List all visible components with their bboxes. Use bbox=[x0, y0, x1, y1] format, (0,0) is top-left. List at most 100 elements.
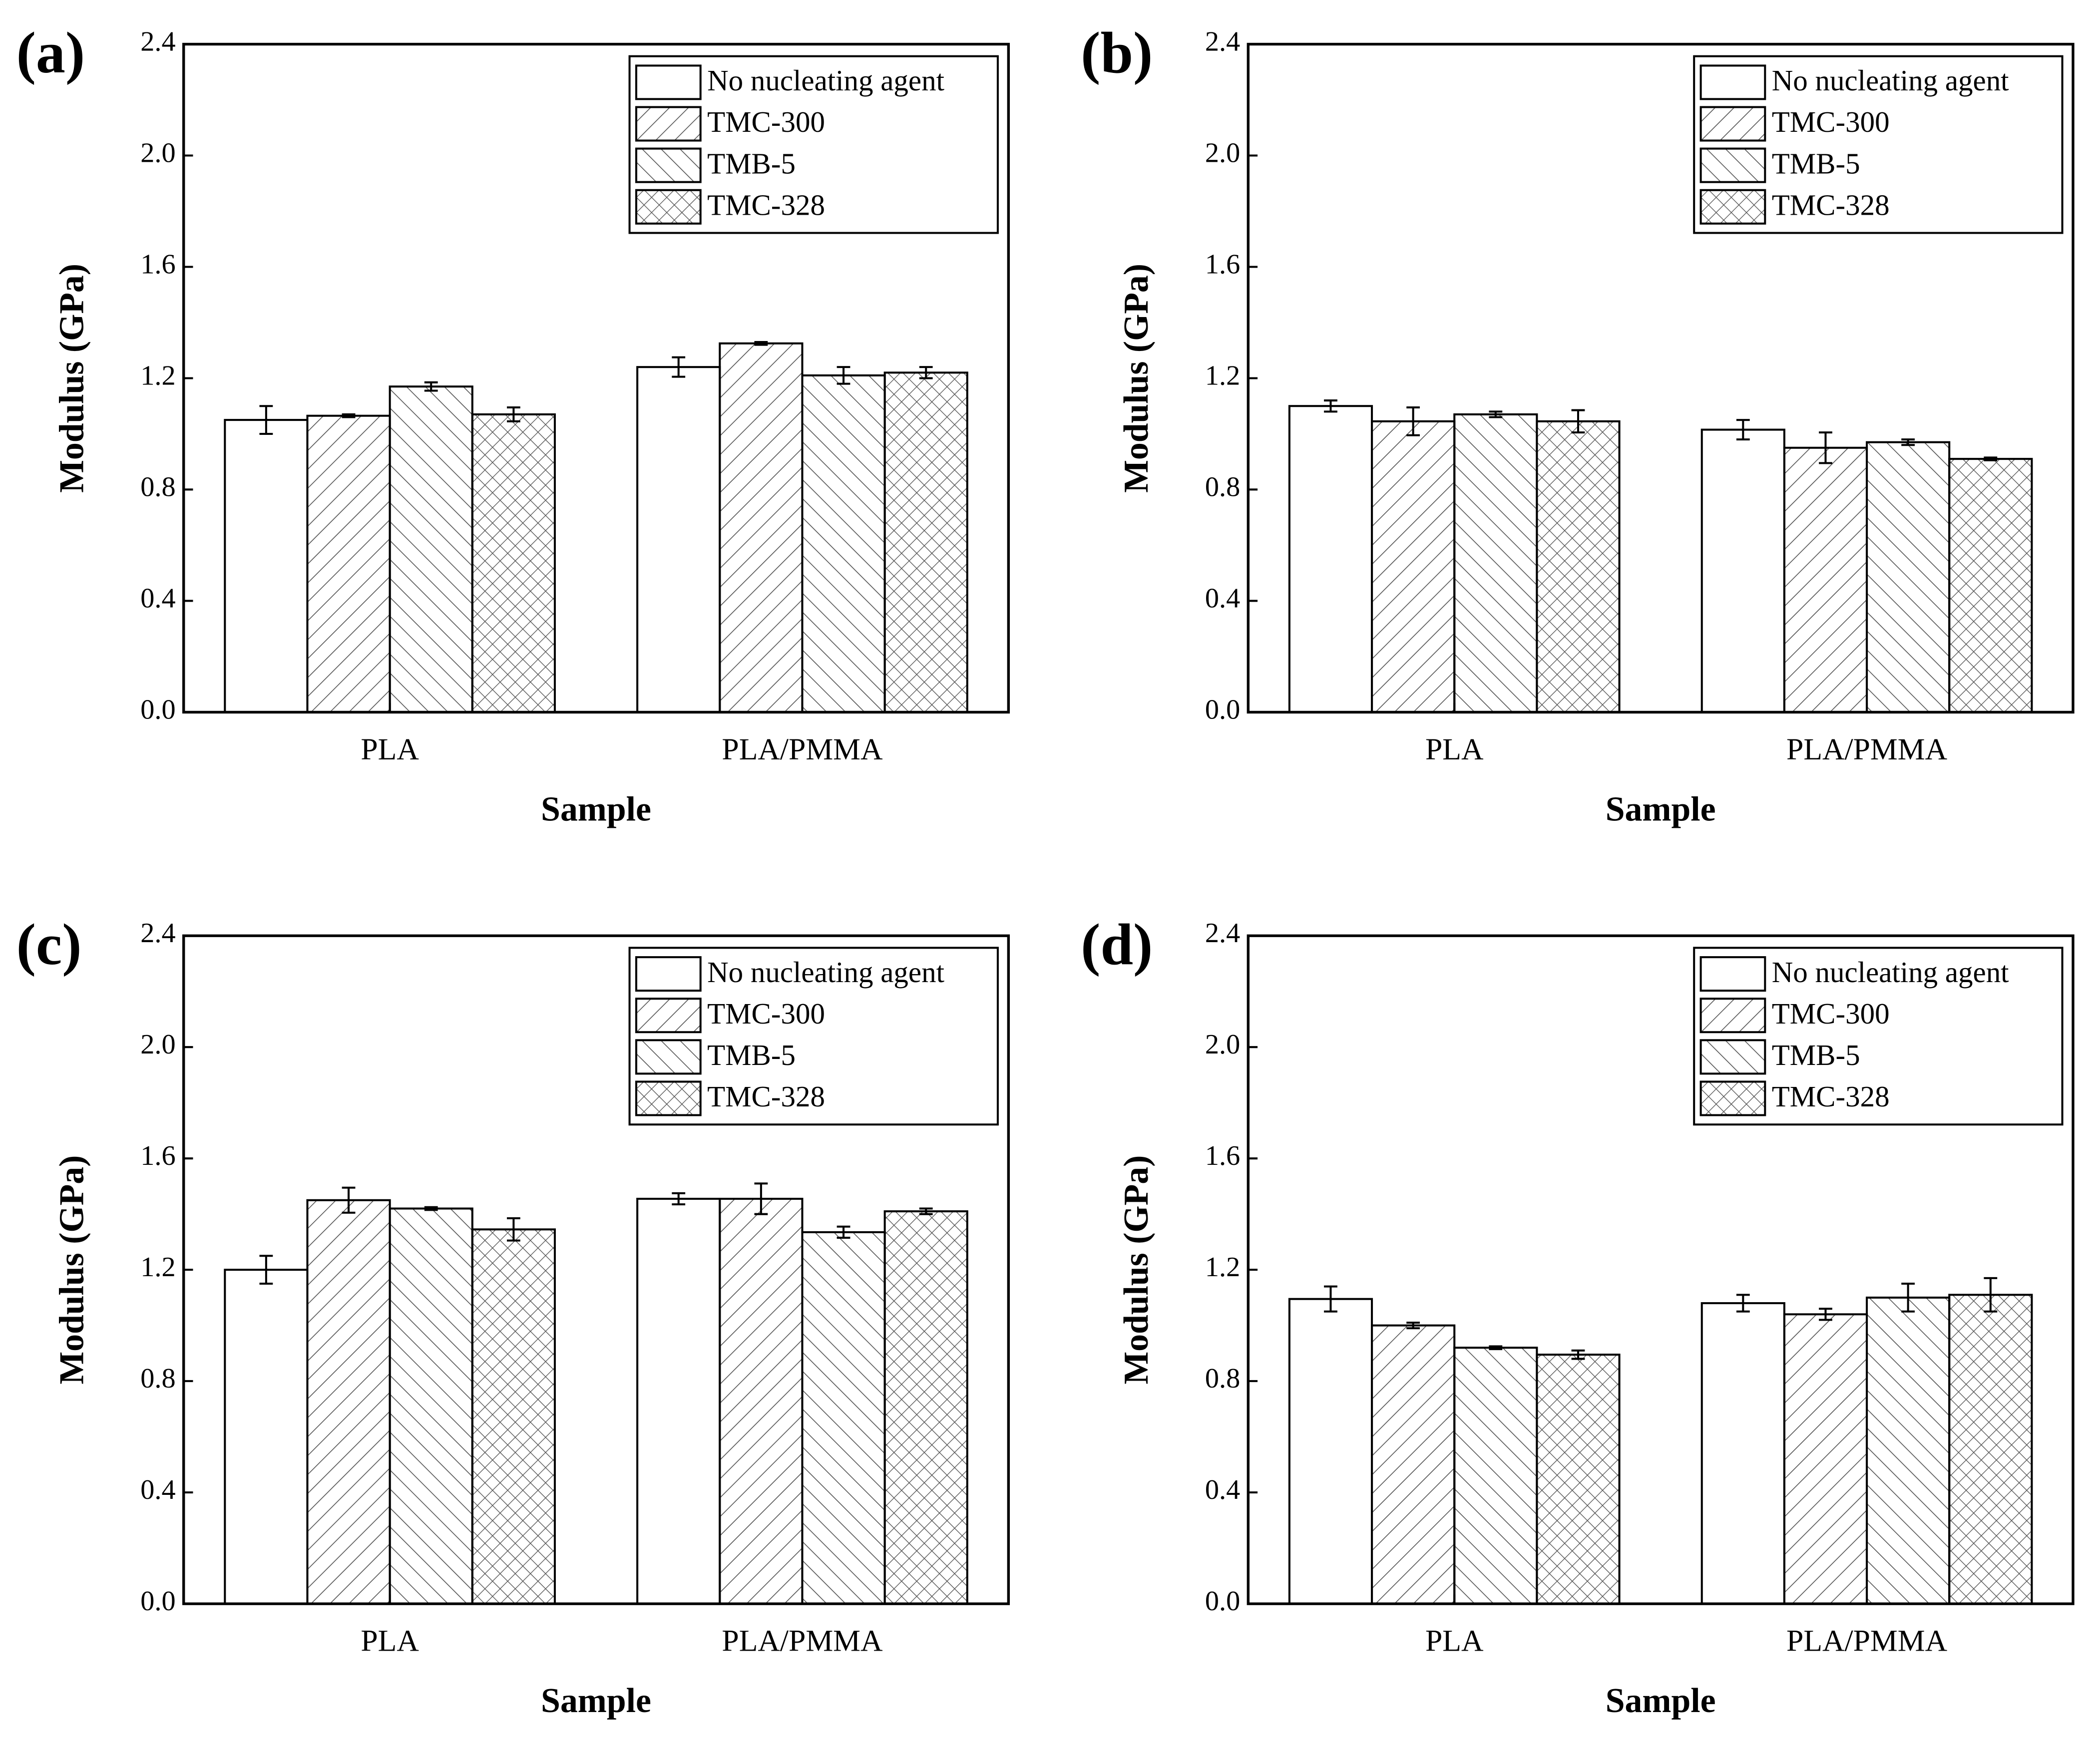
bar bbox=[883, 1210, 968, 1605]
bar bbox=[883, 371, 968, 713]
legend-swatch bbox=[1699, 189, 1766, 225]
y-tick-label: 0.0 bbox=[1205, 694, 1240, 725]
error-bar bbox=[754, 1182, 768, 1215]
y-axis-title: Modulus (GPa) bbox=[53, 1155, 91, 1385]
legend-label: TMC-328 bbox=[1772, 1080, 1890, 1113]
error-bar bbox=[1406, 406, 1420, 436]
error-bar bbox=[1984, 1277, 1998, 1313]
plot-frame bbox=[1247, 42, 2075, 714]
panel: (b) 0.0 0.4 0.8 1.2 1.6 2.0 2.4 Modulus (GPa) Sam… bbox=[1081, 20, 2075, 829]
bar bbox=[1700, 1302, 1785, 1605]
error-bar bbox=[1324, 399, 1337, 413]
bar bbox=[389, 385, 473, 713]
x-axis-title: Sample bbox=[1606, 790, 1716, 829]
x-tick-label: PLA/PMMA bbox=[722, 1624, 883, 1658]
legend-label: No nucleating agent bbox=[1772, 956, 2009, 989]
y-tick-label: 1.2 bbox=[140, 1252, 175, 1283]
legend-label: No nucleating agent bbox=[707, 956, 944, 989]
error-bar bbox=[342, 413, 356, 418]
bar bbox=[1866, 1296, 1951, 1605]
error-bar bbox=[259, 405, 273, 435]
error-bar bbox=[754, 341, 768, 346]
legend-label: TMB-5 bbox=[707, 1039, 796, 1071]
error-bar bbox=[424, 381, 438, 392]
legend-swatch bbox=[635, 106, 702, 142]
error-bar bbox=[1901, 1283, 1915, 1313]
legend-label: TMC-300 bbox=[1772, 105, 1890, 138]
bar bbox=[471, 413, 556, 713]
panel: (d) 0.0 0.4 0.8 1.2 1.6 2.0 2.4 Modulus (GPa) Sam… bbox=[1081, 912, 2075, 1720]
error-bar bbox=[672, 356, 686, 378]
y-tick-label: 1.2 bbox=[1205, 1252, 1240, 1283]
bar bbox=[1536, 420, 1621, 713]
legend-label: TMC-328 bbox=[1772, 188, 1890, 221]
x-tick-label: PLA/PMMA bbox=[1786, 1624, 1948, 1658]
legend-swatch bbox=[1699, 1080, 1766, 1116]
error-bar bbox=[919, 1207, 933, 1215]
x-tick-label: PLA bbox=[361, 1624, 419, 1658]
legend-label: TMC-300 bbox=[1772, 997, 1890, 1030]
legend-label: No nucleating agent bbox=[1772, 64, 2009, 97]
y-tick-label: 1.2 bbox=[1205, 360, 1240, 391]
x-axis-title: Sample bbox=[541, 1682, 651, 1720]
y-tick-label: 2.4 bbox=[1205, 26, 1240, 57]
legend-label: TMB-5 bbox=[1772, 147, 1860, 180]
y-tick-label: 0.0 bbox=[1205, 1586, 1240, 1617]
error-bar bbox=[259, 1255, 273, 1285]
legend-swatch bbox=[1699, 1039, 1766, 1075]
error-bar bbox=[1406, 1322, 1420, 1330]
y-tick-label: 2.0 bbox=[140, 1029, 175, 1060]
y-axis-title: Modulus (GPa) bbox=[53, 264, 91, 493]
bar bbox=[1700, 428, 1785, 713]
legend-label: TMC-328 bbox=[707, 1080, 825, 1113]
bar bbox=[306, 1199, 391, 1605]
legend-label: TMC-300 bbox=[707, 997, 825, 1030]
panel-label: (b) bbox=[1081, 20, 1153, 85]
x-axis-title: Sample bbox=[541, 790, 651, 829]
y-tick-label: 1.2 bbox=[140, 360, 175, 391]
y-tick-label: 0.8 bbox=[140, 1363, 175, 1394]
panel: (c) 0.0 0.4 0.8 1.2 1.6 2.0 2.4 Modulus (GPa) Sam… bbox=[16, 912, 1010, 1720]
y-axis-title: Modulus (GPa) bbox=[1117, 264, 1156, 493]
error-bar bbox=[1736, 419, 1750, 441]
bar bbox=[801, 374, 886, 713]
legend-swatch bbox=[635, 64, 702, 100]
bar bbox=[1288, 1298, 1373, 1605]
bar bbox=[1288, 405, 1373, 713]
legend-swatch bbox=[635, 189, 702, 225]
y-tick-label: 2.4 bbox=[140, 26, 175, 57]
error-bar bbox=[837, 366, 850, 385]
bar bbox=[1371, 420, 1456, 713]
legend-label: TMB-5 bbox=[707, 147, 796, 180]
x-tick-label: PLA bbox=[1425, 1624, 1484, 1658]
error-bar bbox=[1571, 1349, 1585, 1360]
y-tick-label: 2.0 bbox=[140, 137, 175, 168]
y-axis-title: Modulus (GPa) bbox=[1117, 1155, 1156, 1385]
error-bar bbox=[837, 1225, 850, 1239]
error-bar bbox=[1901, 438, 1915, 446]
error-bar bbox=[1984, 456, 1998, 461]
error-bar bbox=[1324, 1285, 1337, 1313]
bar bbox=[1536, 1354, 1621, 1605]
y-tick-label: 0.0 bbox=[140, 1586, 175, 1617]
legend-swatch bbox=[1699, 998, 1766, 1034]
y-tick-label: 1.6 bbox=[140, 1140, 175, 1171]
y-tick-label: 0.0 bbox=[140, 694, 175, 725]
legend-label: TMC-300 bbox=[707, 105, 825, 138]
y-tick-label: 2.0 bbox=[1205, 1029, 1240, 1060]
bar bbox=[389, 1207, 473, 1605]
bar bbox=[1948, 1294, 2033, 1605]
legend-label: TMB-5 bbox=[1772, 1039, 1860, 1071]
legend-label: TMC-328 bbox=[707, 188, 825, 221]
bar bbox=[224, 1269, 309, 1605]
panel: (a) 0.0 0.4 0.8 1.2 1.6 2.0 2.4 Modulus (GPa) Sam… bbox=[16, 20, 1010, 829]
x-tick-label: PLA bbox=[361, 732, 419, 766]
y-tick-label: 0.8 bbox=[1205, 471, 1240, 502]
x-axis-title: Sample bbox=[1606, 1682, 1716, 1720]
legend-swatch bbox=[635, 998, 702, 1034]
error-bar bbox=[424, 1206, 438, 1211]
legend-swatch bbox=[1699, 956, 1766, 992]
bar bbox=[636, 366, 721, 713]
